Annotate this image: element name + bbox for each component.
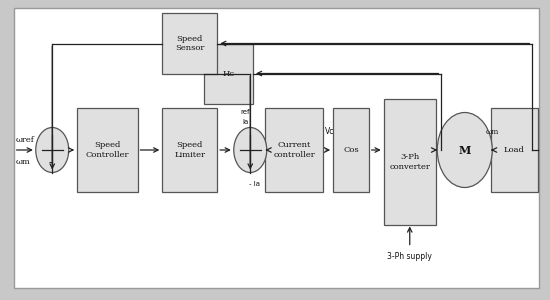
Bar: [162, 108, 217, 192]
Text: Speed
Controller: Speed Controller: [85, 141, 129, 159]
Text: Hc: Hc: [222, 70, 234, 77]
Bar: [491, 108, 538, 192]
Bar: [333, 108, 369, 192]
Text: Ia: Ia: [242, 118, 249, 124]
Ellipse shape: [437, 112, 492, 188]
Text: ωm: ωm: [486, 128, 499, 136]
Text: Speed
Sensor: Speed Sensor: [175, 35, 205, 52]
Text: 3-Ph
converter: 3-Ph converter: [389, 153, 430, 171]
Text: Load: Load: [504, 146, 525, 154]
Text: - Ia: - Ia: [249, 182, 260, 188]
Text: Speed
Limiter: Speed Limiter: [174, 141, 205, 159]
Text: ωref: ωref: [15, 136, 34, 143]
Text: Current
controller: Current controller: [273, 141, 315, 159]
Text: Cos: Cos: [343, 146, 359, 154]
Text: M: M: [459, 145, 471, 155]
Bar: [384, 99, 436, 225]
Bar: [204, 44, 253, 104]
Text: -: -: [48, 158, 52, 167]
Bar: [77, 108, 138, 192]
Text: ωm: ωm: [15, 158, 30, 166]
Bar: [265, 108, 323, 192]
Text: 3-Ph supply: 3-Ph supply: [387, 252, 432, 261]
Text: Vc: Vc: [325, 128, 335, 136]
Ellipse shape: [234, 128, 267, 172]
Text: ref: ref: [240, 110, 250, 116]
Ellipse shape: [36, 128, 69, 172]
Bar: [162, 14, 217, 74]
